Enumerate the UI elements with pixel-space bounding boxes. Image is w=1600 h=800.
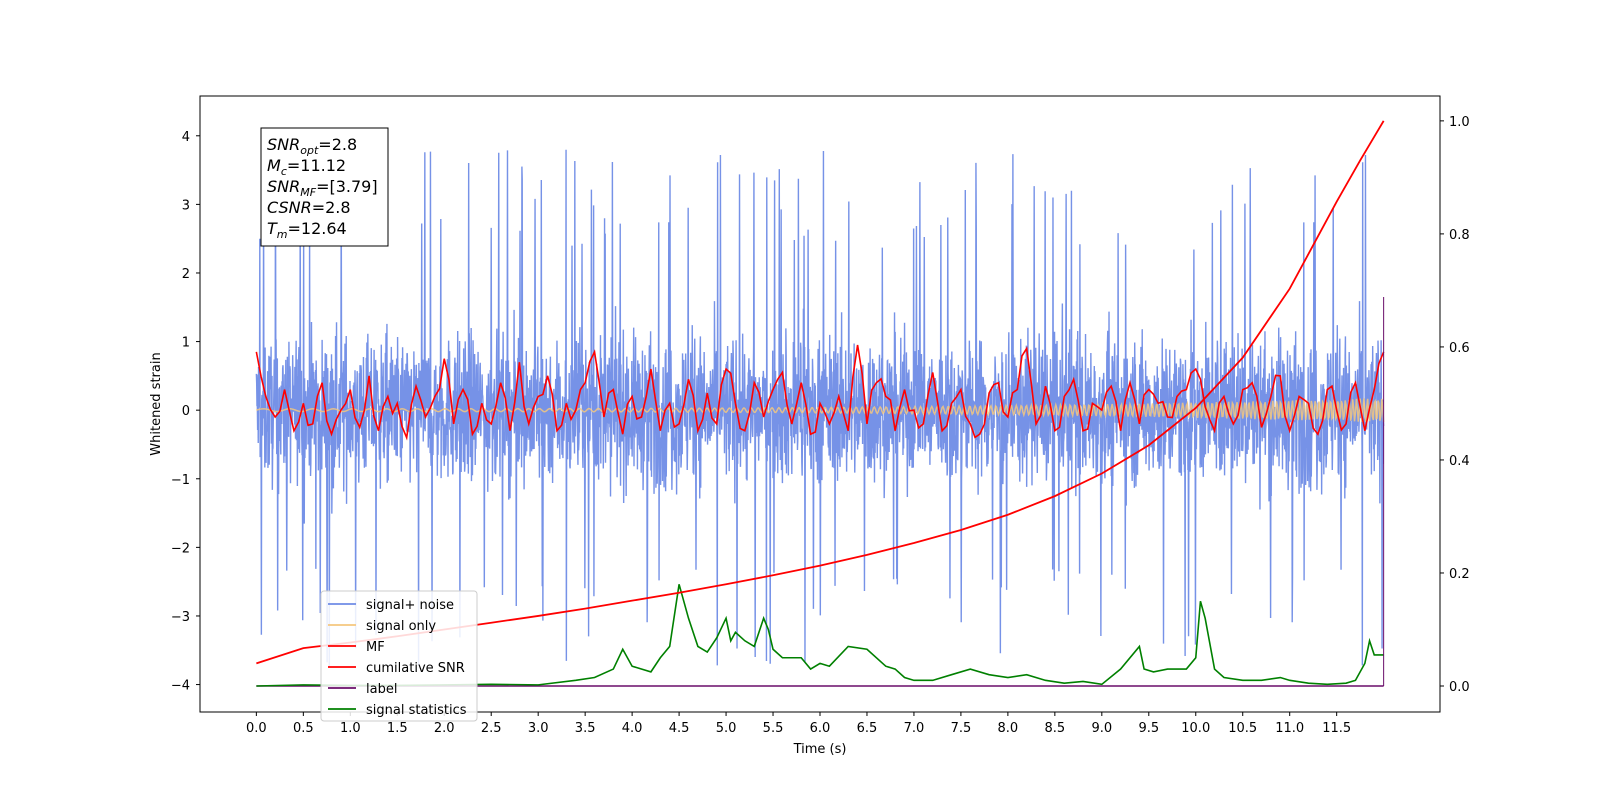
y2-tick-label: 0.0 — [1449, 680, 1470, 695]
x-tick-label: 3.5 — [575, 721, 596, 736]
x-tick-label: 9.5 — [1138, 721, 1159, 736]
x-tick-label: 5.0 — [716, 721, 737, 736]
info-subscript: opt — [300, 144, 319, 157]
legend-label: MF — [366, 640, 385, 655]
y-tick-label: 1 — [182, 336, 190, 351]
y2-tick-label: 0.6 — [1449, 341, 1470, 356]
legend-label: signal statistics — [366, 703, 467, 718]
x-tick-label: 7.0 — [904, 721, 925, 736]
x-tick-label: 3.0 — [528, 721, 549, 736]
x-tick-label: 2.5 — [481, 721, 502, 736]
x-tick-label: 6.0 — [810, 721, 831, 736]
y-tick-label: 0 — [182, 404, 190, 419]
x-axis: 0.0 0.5 1.0 1.5 2.0 2.5 3.0 3.5 4.0 4.5 5.0 5.5 6.0 6… — [246, 712, 1351, 736]
info-box: SNRopt=2.8Mc=11.12SNRMF=[3.79]CSNR=2.8Tm… — [260, 127, 389, 247]
x-tick-label: 10.0 — [1181, 721, 1210, 736]
legend-label: cumilative SNR — [366, 661, 465, 676]
legend: signal+ noise signal only MF cumilative SNR… — [320, 590, 478, 722]
x-tick-label: 5.5 — [763, 721, 784, 736]
info-line: CSNR=2.8 — [267, 198, 351, 217]
y-tick-label: 4 — [182, 130, 190, 145]
x-tick-label: 6.5 — [857, 721, 878, 736]
x-tick-label: 4.0 — [622, 721, 643, 736]
series-signal-only — [256, 398, 1385, 423]
info-symbol: T — [267, 219, 278, 238]
info-value: =2.8 — [318, 135, 357, 154]
info-line: Tm=12.64 — [267, 219, 347, 241]
y-axis-label: Whitened strain — [149, 352, 164, 455]
x-tick-label: 10.5 — [1228, 721, 1257, 736]
x-tick-label: 8.0 — [998, 721, 1019, 736]
y-axis-right: 1.0 0.8 0.6 0.4 0.2 0.0 — [1440, 115, 1470, 695]
legend-frame — [320, 590, 478, 722]
y2-tick-label: 0.8 — [1449, 228, 1470, 243]
y2-tick-label: 0.4 — [1449, 454, 1470, 469]
y-tick-label: −4 — [171, 679, 190, 694]
info-subscript: c — [281, 165, 287, 178]
x-tick-label: 8.5 — [1045, 721, 1066, 736]
info-box-frame — [260, 127, 389, 247]
y2-tick-label: 0.2 — [1449, 567, 1470, 582]
x-axis-label: Time (s) — [793, 742, 847, 757]
x-tick-label: 1.0 — [340, 721, 361, 736]
legend-label: label — [366, 682, 397, 697]
legend-label: signal+ noise — [366, 598, 454, 613]
x-tick-label: 2.0 — [434, 721, 455, 736]
info-value: =11.12 — [287, 156, 346, 175]
y2-tick-label: 1.0 — [1449, 115, 1470, 130]
info-subscript: MF — [300, 186, 316, 199]
y-tick-label: −1 — [171, 473, 190, 488]
y-tick-label: 2 — [182, 267, 190, 282]
series-mf — [255, 344, 1385, 441]
x-tick-label: 9.0 — [1091, 721, 1112, 736]
x-tick-label: 11.0 — [1275, 721, 1304, 736]
x-tick-label: 0.0 — [246, 721, 267, 736]
y-tick-label: 3 — [182, 198, 190, 213]
y-tick-label: −2 — [171, 541, 190, 556]
info-value: =12.64 — [288, 219, 347, 238]
info-line: SNRopt=2.8 — [267, 135, 357, 157]
y-tick-label: −3 — [171, 610, 190, 625]
x-tick-label: 11.5 — [1322, 721, 1351, 736]
series-signal-statistics — [256, 584, 1384, 687]
x-tick-label: 7.5 — [951, 721, 972, 736]
info-symbol: SNR — [267, 177, 300, 196]
x-tick-label: 4.5 — [669, 721, 690, 736]
info-line: Mc=11.12 — [267, 156, 346, 178]
info-value: =[3.79] — [316, 177, 378, 196]
info-symbol: SNR — [267, 135, 300, 154]
x-tick-label: 1.5 — [387, 721, 408, 736]
y-axis-left: 4 3 2 1 0 −1 −2 −3 −4 — [171, 130, 200, 694]
info-subscript: m — [277, 228, 288, 241]
legend-label: signal only — [366, 619, 436, 634]
info-symbol: CSNR — [267, 198, 312, 217]
info-line: SNRMF=[3.79] — [267, 177, 378, 199]
series-signal-noise — [255, 149, 1385, 668]
info-value: =2.8 — [312, 198, 351, 217]
x-tick-label: 0.5 — [293, 721, 314, 736]
info-symbol: M — [267, 156, 281, 175]
